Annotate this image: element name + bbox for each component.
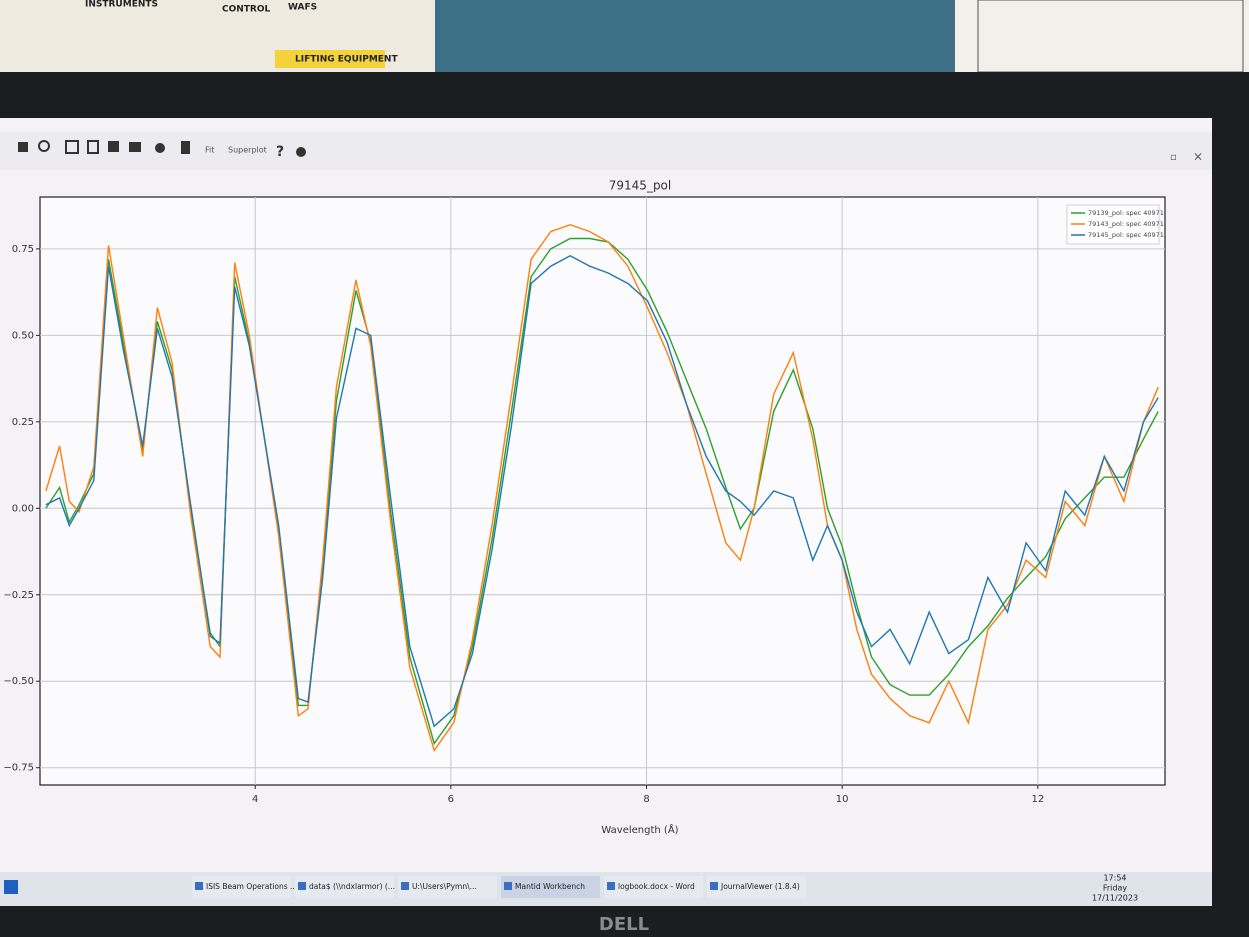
taskbar-item-label[interactable]: JournalViewer (1.8.4) — [720, 882, 800, 891]
taskbar-item-bg[interactable] — [707, 876, 806, 898]
taskbar-item-bg[interactable] — [398, 876, 497, 898]
series-line — [45, 223, 1159, 752]
x-tick-label: 8 — [643, 794, 649, 805]
plot-area — [39, 196, 1166, 786]
taskbar-item-icon[interactable] — [401, 882, 409, 890]
copy-icon[interactable] — [87, 140, 99, 154]
taskbar-item-bg[interactable] — [604, 876, 703, 898]
legend-label: 79139_pol: spec 40971 — [1088, 209, 1164, 217]
print-icon[interactable] — [129, 142, 141, 152]
taskbar-item-label[interactable]: logbook.docx - Word — [618, 882, 695, 891]
label-strip — [275, 50, 385, 68]
y-tick-label: 0.25 — [12, 417, 34, 428]
clock-day: Friday — [1103, 884, 1128, 893]
pan-icon[interactable] — [18, 142, 28, 152]
taskbar-item-icon[interactable] — [710, 882, 718, 890]
taskbar-item-label[interactable]: data$ (\\ndxlarmor) (... — [309, 882, 395, 891]
taskbar-items: ISIS Beam Operations ... data$ (\\ndxlarm… — [4, 876, 806, 898]
y-tick-label: 0.75 — [12, 244, 34, 255]
toolbar — [0, 132, 1212, 170]
x-tick-label: 10 — [836, 794, 849, 805]
clock-time: 17:54 — [1103, 874, 1126, 883]
legend-label: 79145_pol: spec 40971 — [1088, 231, 1164, 239]
view-icon[interactable] — [296, 147, 306, 157]
start-button[interactable] — [4, 880, 18, 894]
taskbar-item-bg[interactable] — [295, 876, 394, 898]
taskbar-item-bg[interactable] — [501, 876, 600, 898]
close-button[interactable]: × — [1193, 150, 1203, 164]
fit-button[interactable]: Fit — [205, 146, 214, 155]
y-tick-label: −0.75 — [3, 763, 34, 774]
save-icon[interactable] — [108, 141, 119, 152]
x-tick-label: 12 — [1031, 794, 1044, 805]
toolbar-icons: ? — [18, 140, 306, 160]
taskbar-item-icon[interactable] — [298, 882, 306, 890]
legend-label: 79143_pol: spec 40971 — [1088, 220, 1164, 228]
clock-date: 17/11/2023 — [1092, 894, 1138, 903]
script-icon[interactable] — [181, 141, 190, 154]
chart-title: 79145_pol — [609, 179, 671, 193]
x-axis-label: Wavelength (Å) — [601, 823, 678, 836]
series-line — [45, 255, 1159, 728]
taskbar-item-label[interactable]: Mantid Workbench — [515, 882, 585, 891]
y-tick-label: −0.25 — [3, 590, 34, 601]
paper-heading: LIFTING EQUIPMENT — [295, 55, 398, 65]
y-tick-label: 0.00 — [12, 503, 34, 514]
paper-heading: CONTROL — [222, 5, 271, 15]
taskbar-item-icon[interactable] — [504, 882, 512, 890]
plot: −0.75 −0.50 −0.25 0.00 0.25 0.50 0.75 4 6 8 10 12 79… — [3, 197, 1165, 805]
taskbar-item-icon[interactable] — [195, 882, 203, 890]
taskbar-item-label[interactable]: ISIS Beam Operations ... — [206, 882, 297, 891]
superplot-button[interactable]: Superplot — [228, 146, 267, 155]
grid-icon[interactable] — [65, 140, 79, 154]
x-tick-label: 4 — [252, 794, 258, 805]
taskbar-item-label[interactable]: U:\Users\Pymn\... — [412, 882, 477, 891]
taskbar-item-icon[interactable] — [607, 882, 615, 890]
taskbar-item-bg[interactable] — [192, 876, 291, 898]
zoom-icon[interactable] — [38, 140, 50, 152]
paper-heading: WAFS — [288, 3, 317, 13]
x-tick-label: 6 — [448, 794, 454, 805]
y-tick-label: −0.50 — [3, 676, 34, 687]
help-icon[interactable]: ? — [276, 144, 284, 160]
monitor-brand: DELL — [599, 914, 649, 935]
paper-heading: INSTRUMENTS — [85, 0, 158, 10]
y-tick-label: 0.50 — [12, 330, 34, 341]
settings-icon[interactable] — [155, 143, 165, 153]
restore-button[interactable]: ▫ — [1170, 152, 1177, 163]
